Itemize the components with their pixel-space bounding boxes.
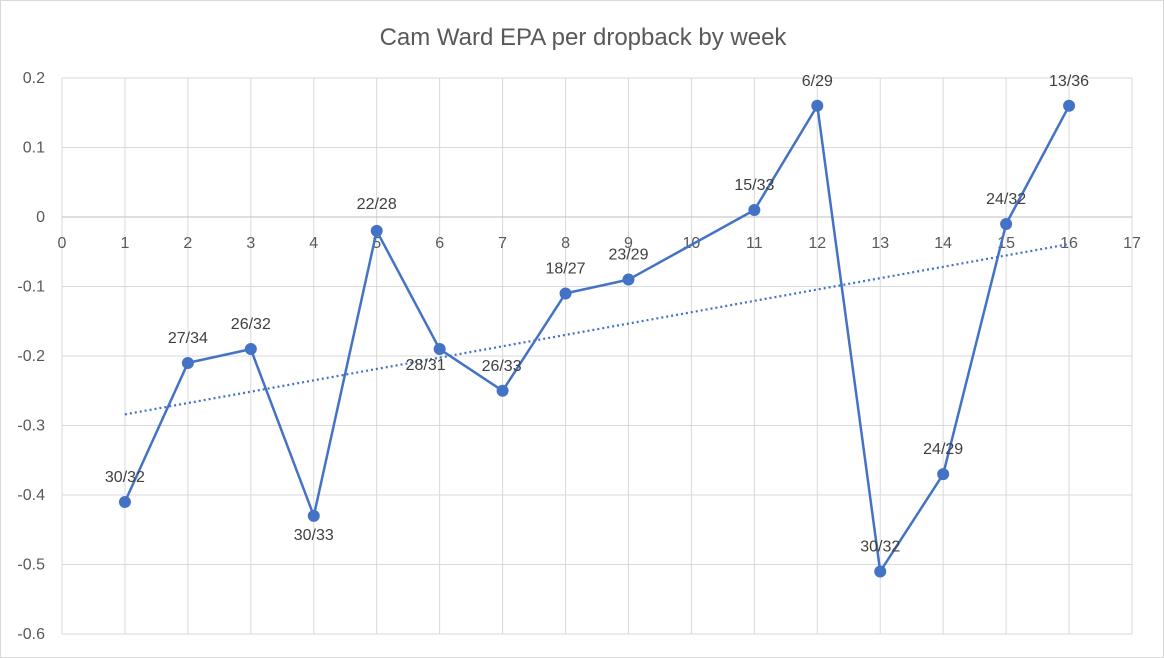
grid — [61, 77, 1133, 635]
x-tick-label: 8 — [561, 235, 570, 252]
y-axis-tick-labels: 0.2 0.1 0 -0.1 -0.2 -0.3 -0.4 -0.5 -0.6 — [17, 70, 45, 643]
x-axis-tick-labels: 0 1 2 3 4 5 6 7 8 9 10 11 12 13 14 15 16 17 — [58, 235, 1141, 252]
data-label: 23/29 — [608, 247, 648, 264]
x-tick-label: 6 — [435, 235, 444, 252]
y-tick-label: 0.2 — [23, 70, 45, 87]
data-labels: 30/32 27/34 26/32 30/33 22/28 28/31 26/33 18/27… — [105, 73, 1089, 556]
x-tick-label: 16 — [1060, 235, 1078, 252]
y-tick-label: -0.6 — [17, 626, 45, 643]
data-point — [496, 384, 509, 397]
data-label: 18/27 — [546, 260, 586, 277]
data-label: 30/32 — [105, 469, 145, 486]
x-tick-label: 9 — [624, 235, 633, 252]
data-label: 15/33 — [734, 177, 774, 194]
data-label: 30/32 — [860, 538, 900, 555]
series-group — [118, 99, 1076, 578]
data-label: 24/32 — [986, 191, 1026, 208]
data-label: 28/31 — [406, 357, 446, 374]
data-point — [433, 343, 446, 356]
data-label: 26/32 — [231, 316, 271, 333]
x-tick-label: 2 — [183, 235, 192, 252]
x-tick-label: 11 — [746, 235, 763, 252]
data-point — [307, 509, 320, 522]
data-point — [370, 224, 383, 237]
y-tick-label: 0 — [36, 209, 45, 226]
data-label: 22/28 — [357, 196, 397, 213]
data-point — [937, 468, 950, 481]
x-tick-label: 17 — [1123, 235, 1141, 252]
data-point — [559, 287, 572, 300]
data-point — [244, 343, 257, 356]
data-point — [748, 204, 761, 217]
data-label: 24/29 — [923, 441, 963, 458]
data-label: 26/33 — [482, 358, 522, 375]
y-tick-label: 0.1 — [23, 140, 45, 157]
data-label: 27/34 — [168, 330, 208, 347]
x-tick-label: 12 — [808, 235, 826, 252]
data-label: 13/36 — [1049, 73, 1089, 90]
x-tick-label: 14 — [934, 235, 952, 252]
data-point — [118, 495, 131, 508]
x-tick-label: 1 — [120, 235, 129, 252]
y-tick-label: -0.3 — [17, 418, 45, 435]
x-tick-label: 4 — [309, 235, 318, 252]
data-label: 6/29 — [802, 73, 833, 90]
x-tick-label: 7 — [498, 235, 507, 252]
x-tick-label: 13 — [871, 235, 889, 252]
data-point — [1000, 217, 1013, 230]
data-point — [622, 273, 635, 286]
data-point — [181, 356, 194, 369]
data-point — [1063, 99, 1076, 112]
series-line — [123, 104, 1071, 573]
x-tick-label: 0 — [58, 235, 67, 252]
y-tick-label: -0.2 — [17, 348, 45, 365]
x-tick-label: 3 — [246, 235, 255, 252]
data-label: 30/33 — [294, 527, 334, 544]
data-point — [811, 99, 824, 112]
y-tick-label: -0.5 — [17, 557, 45, 574]
data-point — [874, 565, 887, 578]
y-tick-label: -0.4 — [17, 487, 45, 504]
chart-title: Cam Ward EPA per dropback by week — [380, 24, 788, 51]
y-tick-label: -0.1 — [17, 279, 45, 296]
x-tick-label: 5 — [372, 235, 381, 252]
